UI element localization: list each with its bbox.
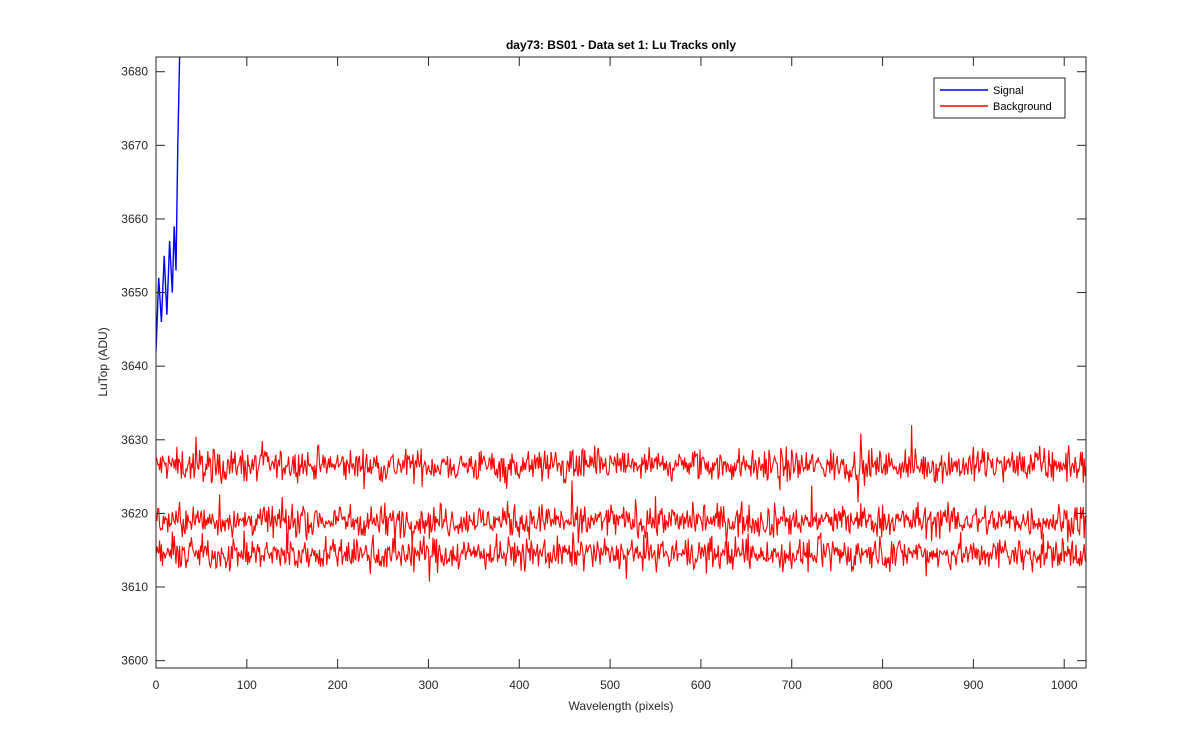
x-tick-label: 400: [509, 678, 529, 692]
y-tick-label: 3680: [121, 65, 148, 79]
x-tick-label: 600: [691, 678, 711, 692]
y-tick-label: 3660: [121, 212, 148, 226]
y-tick-label: 3610: [121, 580, 148, 594]
series-layer: [156, 57, 1086, 582]
background-trace-3: [156, 529, 1086, 582]
y-tick-label: 3630: [121, 433, 148, 447]
y-axis-label: LuTop (ADU): [96, 327, 110, 396]
x-tick-label: 900: [963, 678, 983, 692]
y-tick-label: 3600: [121, 654, 148, 668]
plot-area: [156, 57, 1086, 668]
x-tick-label: 300: [418, 678, 438, 692]
x-axis-label: Wavelength (pixels): [569, 699, 674, 713]
x-tick-label: 800: [873, 678, 893, 692]
y-tick-label: 3670: [121, 138, 148, 152]
x-tick-label: 1000: [1051, 678, 1078, 692]
x-tick-label: 200: [328, 678, 348, 692]
y-tick-label: 3650: [121, 286, 148, 300]
y-tick-label: 3640: [121, 359, 148, 373]
x-tick-label: 100: [237, 678, 257, 692]
y-tick-label: 3620: [121, 506, 148, 520]
axes-box: [155, 56, 1087, 669]
legend: Signal Background: [933, 77, 1066, 119]
x-tick-label: 700: [782, 678, 802, 692]
background-trace-1: [156, 425, 1086, 503]
x-tick-label: 0: [153, 678, 160, 692]
background-trace-2: [156, 480, 1086, 551]
legend-box: [933, 77, 1066, 119]
x-tick-label: 500: [600, 678, 620, 692]
legend-label-background: Background: [993, 101, 1052, 113]
chart-title: day73: BS01 - Data set 1: Lu Tracks only: [506, 38, 736, 52]
legend-label-signal: Signal: [993, 85, 1024, 97]
ticks-layer: 0 100 200 300 400 500 600 700 800 900 1000 3600 3610…: [121, 57, 1086, 692]
signal-line: [156, 57, 181, 352]
